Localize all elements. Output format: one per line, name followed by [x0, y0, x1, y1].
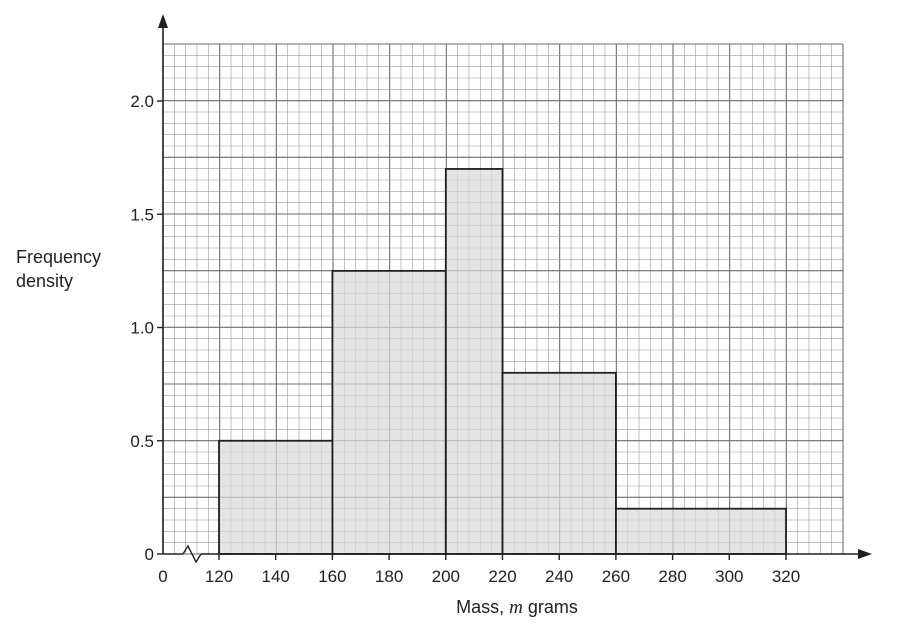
histogram-bar-120-160 [218, 439, 334, 555]
x-tick-label: 200 [432, 567, 460, 586]
x-tick-label: 180 [375, 567, 403, 586]
x-tick-label: 160 [318, 567, 346, 586]
x-tick-label: 240 [545, 567, 573, 586]
y-axis-title-line-1: Frequency [16, 247, 101, 267]
x-axis-title-prefix: Mass, [456, 597, 509, 617]
x-tick-label: 320 [772, 567, 800, 586]
x-axis-arrow-icon [858, 549, 872, 559]
tick-labels: 0 0.5 1.0 1.5 2.0 0 120 140 160 180 200 220 240 260 28… [130, 92, 800, 586]
y-tick-label: 1.0 [130, 319, 154, 338]
x-tick-label: 220 [488, 567, 516, 586]
x-tick-label-origin: 0 [158, 567, 167, 586]
axis-break-icon [182, 544, 202, 564]
y-tick-label: 0 [145, 545, 154, 564]
histogram-bar-160-200 [331, 269, 447, 555]
histogram-bar-220-260 [501, 371, 617, 555]
y-axis-arrow-icon [158, 14, 168, 28]
x-tick-label: 300 [715, 567, 743, 586]
axes [157, 14, 872, 564]
histogram-bar-260-320 [615, 507, 787, 555]
x-tick-label: 260 [602, 567, 630, 586]
x-tick-label: 140 [262, 567, 290, 586]
x-axis-title-suffix: grams [523, 597, 578, 617]
histogram-bar-200-220 [444, 168, 504, 555]
y-axis-title: Frequency density [16, 247, 101, 291]
x-tick-label: 280 [658, 567, 686, 586]
y-tick-label: 1.5 [130, 205, 154, 224]
x-axis-title: Mass, m grams [456, 597, 578, 618]
x-tick-label: 120 [205, 567, 233, 586]
y-axis-title-line-2: density [16, 271, 73, 291]
y-tick-label: 2.0 [130, 92, 154, 111]
y-tick-label: 0.5 [130, 432, 154, 451]
x-axis-title-variable: m [509, 597, 523, 618]
histogram-bars [218, 168, 787, 555]
